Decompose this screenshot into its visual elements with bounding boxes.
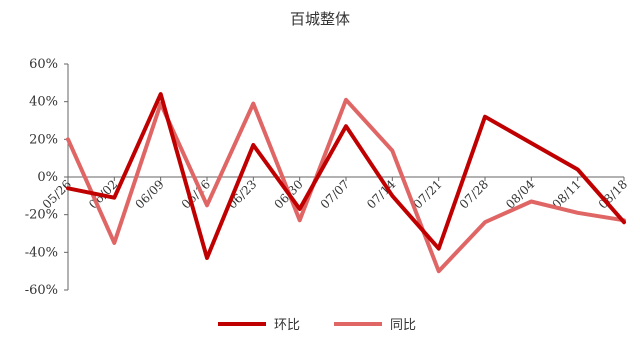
series-line-同比 [66, 97, 626, 274]
chart-title: 百城整体 [290, 10, 350, 28]
y-tick-label: 60% [29, 57, 58, 72]
x-tick-label: 06/09 [132, 177, 166, 211]
x-tick-label: 07/07 [318, 177, 352, 211]
series-lines [66, 92, 626, 274]
legend: 环比 同比 [218, 318, 416, 333]
y-axis-ticks: -60% -40% -20% 0% 20% 40% 60% [25, 57, 68, 298]
y-tick-label: -20% [25, 208, 58, 223]
legend-label: 环比 [274, 318, 300, 333]
y-tick-label: 0% [37, 170, 58, 185]
y-tick-label: -40% [25, 245, 58, 260]
y-tick-label: 40% [29, 95, 58, 110]
y-tick-label: -60% [25, 283, 58, 298]
y-tick-label: 20% [29, 132, 58, 147]
legend-label: 同比 [390, 318, 416, 333]
series-line-环比 [66, 92, 626, 260]
